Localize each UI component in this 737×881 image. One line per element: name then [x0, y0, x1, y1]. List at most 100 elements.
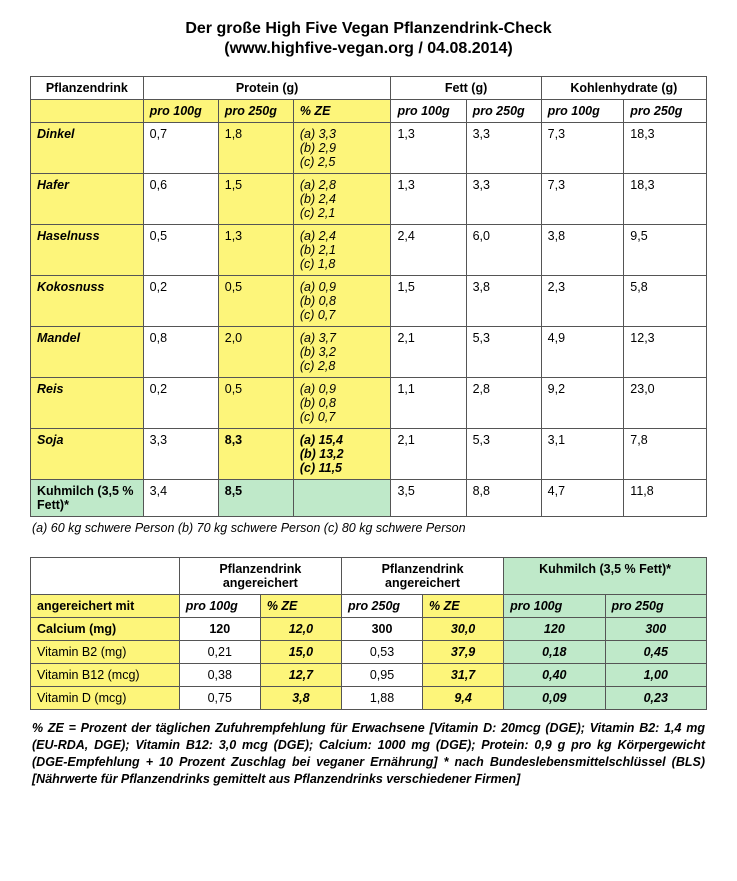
table-row: Hafer0,61,5(a) 2,8(b) 2,4(c) 2,11,33,37,… — [31, 174, 707, 225]
row-name: Vitamin B2 (mg) — [31, 641, 180, 664]
cell-p100: 0,7 — [143, 123, 218, 174]
cell-f100: 1,3 — [391, 123, 466, 174]
milk-row: Kuhmilch (3,5 % Fett)* 3,4 8,5 3,5 8,8 4… — [31, 480, 707, 517]
table-row: Dinkel0,71,8(a) 3,3(b) 2,9(c) 2,51,33,37… — [31, 123, 707, 174]
cell-f250: 5,3 — [466, 429, 541, 480]
milk-f250: 8,8 — [466, 480, 541, 517]
cell-c250: 12,3 — [624, 327, 707, 378]
page-subtitle: (www.highfive-vegan.org / 04.08.2014) — [30, 40, 707, 58]
row-name: Reis — [31, 378, 144, 429]
cell-m100: 0,18 — [504, 641, 605, 664]
cell-p250: 1,3 — [218, 225, 293, 276]
cell-p250: 0,5 — [218, 276, 293, 327]
cell-v250: 300 — [341, 618, 422, 641]
t2-subheader-row: angereichert mit pro 100g % ZE pro 250g … — [31, 595, 707, 618]
cell-c100: 7,3 — [541, 123, 624, 174]
cell-ze2: 31,7 — [423, 664, 504, 687]
cell-ze: (a) 2,4(b) 2,1(c) 1,8 — [293, 225, 391, 276]
t2-hdr-pd2: Pflanzendrink angereichert — [341, 558, 503, 595]
cell-ze: (a) 3,3(b) 2,9(c) 2,5 — [293, 123, 391, 174]
subhdr-f250: pro 250g — [466, 100, 541, 123]
subhdr-ze: % ZE — [293, 100, 391, 123]
cell-c250: 23,0 — [624, 378, 707, 429]
cell-f100: 2,1 — [391, 327, 466, 378]
hdr-protein: Protein (g) — [143, 77, 391, 100]
row-name: Hafer — [31, 174, 144, 225]
cell-f100: 2,1 — [391, 429, 466, 480]
table-row: Vitamin B2 (mg)0,2115,00,5337,90,180,45 — [31, 641, 707, 664]
table-subheader-row: pro 100g pro 250g % ZE pro 100g pro 250g… — [31, 100, 707, 123]
cell-ze: (a) 0,9(b) 0,8(c) 0,7 — [293, 276, 391, 327]
cell-p100: 3,3 — [143, 429, 218, 480]
cell-v250: 0,53 — [341, 641, 422, 664]
table-row: Vitamin B12 (mcg)0,3812,70,9531,70,401,0… — [31, 664, 707, 687]
t2-sub-ze-a: % ZE — [260, 595, 341, 618]
cell-ze2: 9,4 — [423, 687, 504, 710]
t2-sub-250a: pro 250g — [341, 595, 422, 618]
cell-p250: 1,8 — [218, 123, 293, 174]
cell-f250: 5,3 — [466, 327, 541, 378]
cell-c100: 3,8 — [541, 225, 624, 276]
cell-m250: 0,45 — [605, 641, 706, 664]
cell-f250: 6,0 — [466, 225, 541, 276]
table-row: Reis0,20,5(a) 0,9(b) 0,8(c) 0,71,12,89,2… — [31, 378, 707, 429]
t2-hdr-pd1: Pflanzendrink angereichert — [179, 558, 341, 595]
t2-header-row: Pflanzendrink angereichert Pflanzendrink… — [31, 558, 707, 595]
hdr-fat: Fett (g) — [391, 77, 541, 100]
cell-c100: 9,2 — [541, 378, 624, 429]
subhdr-f100: pro 100g — [391, 100, 466, 123]
cell-m250: 300 — [605, 618, 706, 641]
cell-c250: 9,5 — [624, 225, 707, 276]
cell-ze: (a) 3,7(b) 3,2(c) 2,8 — [293, 327, 391, 378]
cell-p250: 0,5 — [218, 378, 293, 429]
table-row: Vitamin D (mcg)0,753,81,889,40,090,23 — [31, 687, 707, 710]
table-row: Calcium (mg)12012,030030,0120300 — [31, 618, 707, 641]
cell-ze: (a) 15,4(b) 13,2(c) 11,5 — [293, 429, 391, 480]
row-name: Kokosnuss — [31, 276, 144, 327]
cell-c100: 2,3 — [541, 276, 624, 327]
cell-ze: (a) 0,9(b) 0,8(c) 0,7 — [293, 378, 391, 429]
cell-f250: 3,8 — [466, 276, 541, 327]
subhdr-p250: pro 250g — [218, 100, 293, 123]
cell-ze1: 15,0 — [260, 641, 341, 664]
cell-m250: 1,00 — [605, 664, 706, 687]
cell-v250: 0,95 — [341, 664, 422, 687]
cell-p100: 0,2 — [143, 276, 218, 327]
row-name: Soja — [31, 429, 144, 480]
milk-p100: 3,4 — [143, 480, 218, 517]
cell-v250: 1,88 — [341, 687, 422, 710]
cell-c250: 5,8 — [624, 276, 707, 327]
cell-m100: 120 — [504, 618, 605, 641]
t2-hdr-milk: Kuhmilch (3,5 % Fett)* — [504, 558, 707, 595]
cell-m100: 0,09 — [504, 687, 605, 710]
cell-f250: 3,3 — [466, 123, 541, 174]
row-name: Vitamin D (mcg) — [31, 687, 180, 710]
row-name: Dinkel — [31, 123, 144, 174]
subhdr-c250: pro 250g — [624, 100, 707, 123]
cell-ze1: 12,0 — [260, 618, 341, 641]
row-name: Mandel — [31, 327, 144, 378]
cell-f100: 1,1 — [391, 378, 466, 429]
table-header-row: Pflanzendrink Protein (g) Fett (g) Kohle… — [31, 77, 707, 100]
cell-ze1: 3,8 — [260, 687, 341, 710]
cell-f100: 1,3 — [391, 174, 466, 225]
milk-f100: 3,5 — [391, 480, 466, 517]
subhdr-blank — [31, 100, 144, 123]
cell-ze2: 37,9 — [423, 641, 504, 664]
milk-c100: 4,7 — [541, 480, 624, 517]
cell-c250: 18,3 — [624, 174, 707, 225]
t2-sub-m250: pro 250g — [605, 595, 706, 618]
cell-c250: 7,8 — [624, 429, 707, 480]
subhdr-p100: pro 100g — [143, 100, 218, 123]
t2-sub-m100: pro 100g — [504, 595, 605, 618]
cell-v100: 0,21 — [179, 641, 260, 664]
table-row: Soja3,38,3(a) 15,4(b) 13,2(c) 11,52,15,3… — [31, 429, 707, 480]
cell-c250: 18,3 — [624, 123, 707, 174]
t2-sub-enriched: angereichert mit — [31, 595, 180, 618]
cell-ze2: 30,0 — [423, 618, 504, 641]
enrichment-table: Pflanzendrink angereichert Pflanzendrink… — [30, 557, 707, 710]
cell-f250: 3,3 — [466, 174, 541, 225]
cell-v100: 0,75 — [179, 687, 260, 710]
cell-v100: 0,38 — [179, 664, 260, 687]
row-name: Vitamin B12 (mcg) — [31, 664, 180, 687]
